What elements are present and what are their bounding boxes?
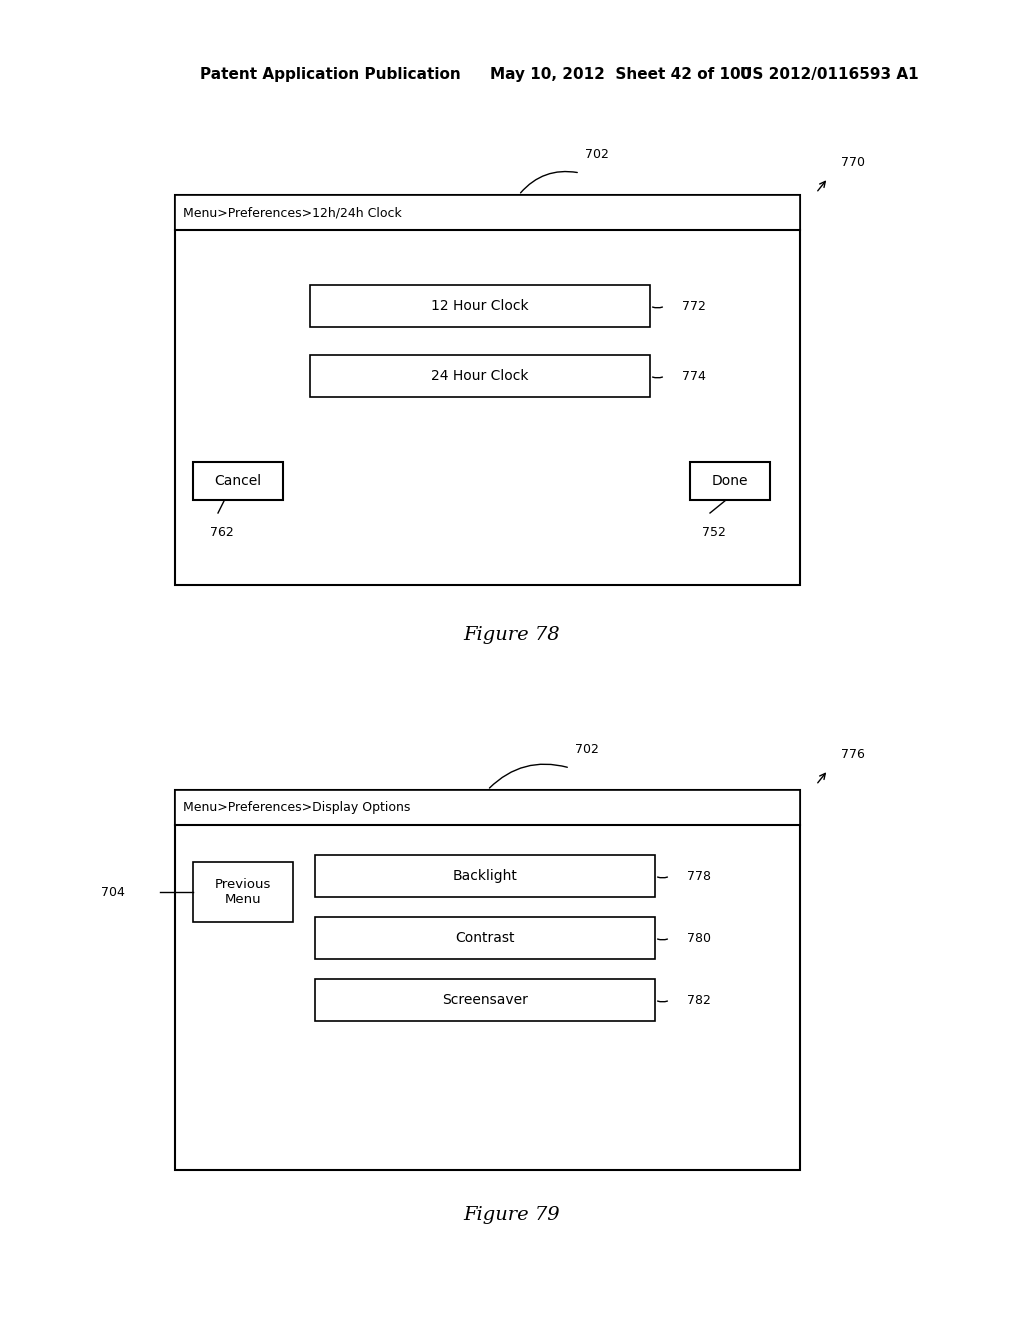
Text: 772: 772 <box>682 300 706 313</box>
Bar <box>310 355 650 397</box>
Bar <box>310 285 650 327</box>
Text: Done: Done <box>712 474 749 488</box>
Text: Patent Application Publication: Patent Application Publication <box>200 67 461 82</box>
Bar <box>315 917 655 960</box>
Text: 782: 782 <box>687 994 711 1006</box>
Text: 702: 702 <box>575 743 599 756</box>
Text: Backlight: Backlight <box>453 869 517 883</box>
Text: 12 Hour Clock: 12 Hour Clock <box>431 300 528 313</box>
Text: 702: 702 <box>585 148 609 161</box>
Text: Contrast: Contrast <box>456 931 515 945</box>
Bar <box>175 789 800 825</box>
Text: Figure 78: Figure 78 <box>464 626 560 644</box>
Bar <box>175 789 800 1170</box>
Bar <box>175 195 800 585</box>
Text: Menu>Preferences>12h/24h Clock: Menu>Preferences>12h/24h Clock <box>183 206 401 219</box>
Text: 762: 762 <box>210 525 233 539</box>
Bar <box>175 195 800 230</box>
Text: 704: 704 <box>101 886 125 899</box>
Bar <box>315 979 655 1020</box>
Text: Figure 79: Figure 79 <box>464 1206 560 1224</box>
Text: 776: 776 <box>841 748 865 762</box>
Text: Screensaver: Screensaver <box>442 993 528 1007</box>
Text: 778: 778 <box>687 870 711 883</box>
Text: May 10, 2012  Sheet 42 of 100: May 10, 2012 Sheet 42 of 100 <box>490 67 752 82</box>
Text: 770: 770 <box>841 157 865 169</box>
Text: Cancel: Cancel <box>214 474 261 488</box>
Bar <box>315 855 655 898</box>
Bar <box>193 462 283 500</box>
Text: US 2012/0116593 A1: US 2012/0116593 A1 <box>740 67 919 82</box>
Bar <box>193 862 293 921</box>
Text: 24 Hour Clock: 24 Hour Clock <box>431 370 528 383</box>
Text: Previous
Menu: Previous Menu <box>215 878 271 906</box>
Text: Menu>Preferences>Display Options: Menu>Preferences>Display Options <box>183 801 411 814</box>
Bar <box>690 462 770 500</box>
Text: 780: 780 <box>687 932 711 945</box>
Text: 774: 774 <box>682 370 706 383</box>
Text: 752: 752 <box>702 525 726 539</box>
